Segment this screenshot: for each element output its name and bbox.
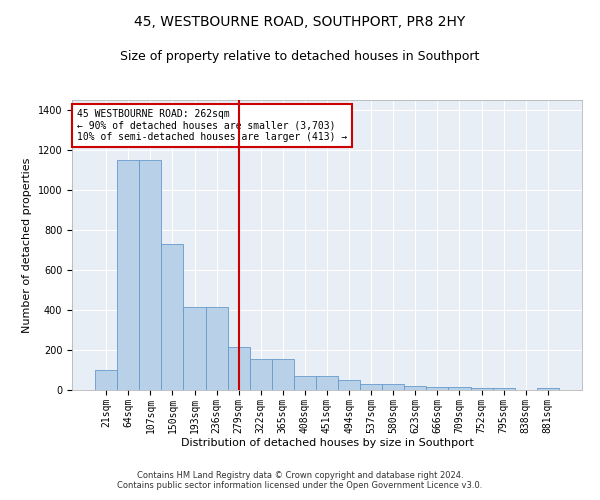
Bar	[250, 359, 272, 390]
Bar	[404, 386, 427, 390]
Bar	[139, 160, 161, 390]
Bar	[493, 388, 515, 390]
Bar	[227, 347, 250, 390]
X-axis label: Distribution of detached houses by size in Southport: Distribution of detached houses by size …	[181, 438, 473, 448]
Text: 45 WESTBOURNE ROAD: 262sqm
← 90% of detached houses are smaller (3,703)
10% of s: 45 WESTBOURNE ROAD: 262sqm ← 90% of deta…	[77, 108, 347, 142]
Bar	[382, 384, 404, 390]
Bar	[537, 388, 559, 390]
Bar	[360, 384, 382, 390]
Bar	[206, 307, 227, 390]
Text: Size of property relative to detached houses in Southport: Size of property relative to detached ho…	[121, 50, 479, 63]
Bar	[448, 387, 470, 390]
Bar	[316, 376, 338, 390]
Bar	[184, 307, 206, 390]
Bar	[427, 387, 448, 390]
Bar	[294, 376, 316, 390]
Text: 45, WESTBOURNE ROAD, SOUTHPORT, PR8 2HY: 45, WESTBOURNE ROAD, SOUTHPORT, PR8 2HY	[134, 15, 466, 29]
Y-axis label: Number of detached properties: Number of detached properties	[22, 158, 32, 332]
Text: Contains HM Land Registry data © Crown copyright and database right 2024.
Contai: Contains HM Land Registry data © Crown c…	[118, 470, 482, 490]
Bar	[161, 244, 184, 390]
Bar	[117, 160, 139, 390]
Bar	[470, 388, 493, 390]
Bar	[272, 359, 294, 390]
Bar	[338, 380, 360, 390]
Bar	[95, 370, 117, 390]
